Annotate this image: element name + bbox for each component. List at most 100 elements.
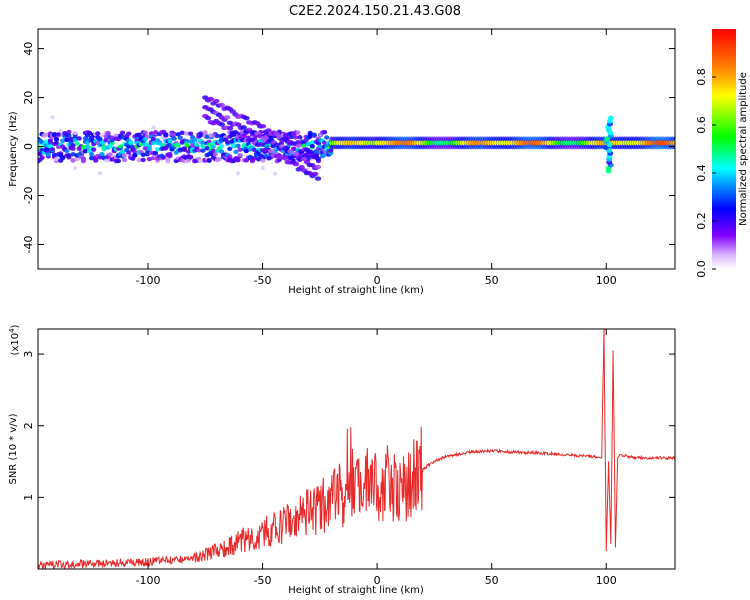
heatmap-cell [109,135,115,140]
heatmap-cell [233,149,239,154]
heatmap-cell [227,154,233,159]
heatmap-cell [73,165,78,170]
heatmap-cell [152,130,159,135]
heatmap-cell [70,146,76,151]
heatmap-cell [208,133,214,138]
heatmap-cell [298,165,305,170]
heatmap-cell [258,153,264,158]
heatmap-cell [70,143,76,148]
snr-y-tick-label: 2 [22,422,35,429]
heatmap-cell [107,152,113,157]
heatmap-cell [204,146,210,151]
colorbar-ticks: 0.0 0.2 0.4 0.6 0.8 [695,68,716,278]
heatmap-cell [265,128,272,133]
heatmap-cell [314,176,322,181]
heatmap-cell [218,138,225,143]
spectrogram-x-tick-label: 0 [374,274,381,287]
colorbar-label: Normalized spectral amplitude [738,72,749,226]
heatmap-cell [74,156,80,161]
heatmap-cell [198,131,204,136]
heatmap-cell [122,157,128,163]
heatmap-cell [218,102,225,108]
snr-x-label: Height of straight line (km) [288,585,424,596]
colorbar-tick-label: 0.6 [695,116,708,134]
snr-x-tick-label: 50 [485,574,499,587]
heatmap-cell [226,126,234,131]
spectrogram-y-label: Frequency (Hz) [8,111,19,187]
snr-frame [37,328,676,570]
heatmap-cell [64,148,70,154]
spectrogram-y-tick-label: -20 [22,187,35,205]
heatmap-cell [322,130,328,135]
heatmap-cell [152,150,159,156]
heatmap-cell [150,136,157,142]
heatmap-cell [196,148,202,153]
heatmap-cell [227,146,233,152]
heatmap-cell [235,157,241,162]
heatmap-cell [207,96,214,102]
heatmap-cell [232,130,239,135]
heatmap-cell [311,132,317,138]
chart-title: C2E2.2024.150.21.43.G08 [289,4,461,19]
heatmap-cell [188,131,194,136]
heatmap-cell [243,115,250,121]
heatmap-cell [295,130,301,135]
spectrogram-x-tick-label: -100 [136,274,161,287]
heatmap-cell [39,155,45,160]
snr-panel: -100 -50 0 50 100 1 2 3 Height of straight lin… [8,324,676,596]
snr-y-tick-label: 3 [22,351,35,358]
heatmap-cell [105,130,111,136]
heatmap-cell [210,148,216,154]
heatmap-cell [276,134,283,140]
heatmap-cell [51,132,58,138]
heatmap-cell [188,154,194,160]
heatmap-cell [171,132,177,138]
heatmap-cell [74,141,80,146]
spectrogram-y-tick-label: 0 [22,143,35,150]
heatmap-cell [257,142,264,147]
heatmap-cell [76,136,82,141]
spectrogram-y-tick-label: 20 [22,91,35,105]
heatmap-cell [202,130,208,135]
heatmap-cell [89,152,95,157]
heatmap-cell [140,152,146,158]
heatmap-cell [216,156,223,161]
heatmap-cell [43,132,49,137]
heatmap-cell [309,140,315,145]
heatmap-cell [177,147,183,152]
heatmap-cell [60,155,66,160]
heatmap-cell [132,153,138,158]
heatmap-cell [146,146,152,151]
heatmap-cell [45,152,51,157]
spectrogram-x-label: Height of straight line (km) [288,285,424,296]
snr-x-tick-label: -50 [254,574,272,587]
heatmap-cell [235,143,241,148]
heatmap-cell [206,142,212,147]
heatmap-cell [314,164,322,170]
heatmap-cell [240,125,247,130]
heatmap-cell [273,171,278,176]
heatmap-cell [268,148,275,154]
heatmap-cell [103,137,109,143]
heatmap-cell [43,139,49,144]
heatmap-cell [126,150,132,155]
heatmap-cell [119,130,126,135]
heatmap-cell [183,138,190,144]
heatmap-cell [150,140,157,146]
heatmap-cell [95,131,101,136]
heatmap-cell [206,158,212,163]
heatmap-cell [136,157,142,163]
heatmap-cell [99,133,104,138]
heatmap-cell [144,134,150,139]
heatmap-cell [161,155,167,160]
heatmap-cell [200,148,206,153]
heatmap-cell [58,128,63,133]
colorbar-tick-label: 0.2 [695,212,708,230]
heatmap-cell [175,142,181,148]
heatmap-cell [97,171,102,176]
heatmap-cell [235,122,242,127]
heatmap-cell [142,130,148,135]
heatmap-cell [200,144,206,149]
heatmap-cell [167,139,173,144]
heatmap-cell [306,149,313,154]
